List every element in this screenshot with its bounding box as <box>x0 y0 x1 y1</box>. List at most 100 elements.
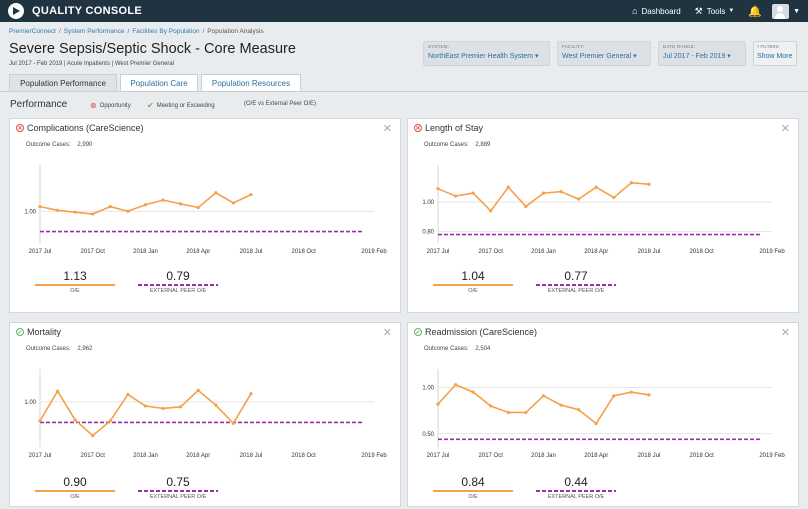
close-icon[interactable]: ✕ <box>382 123 392 135</box>
oe-label: O/E <box>468 288 478 294</box>
oe-data-point <box>179 202 183 206</box>
metric-panel: ✕ Complications (CareScience) ✕ Outcome … <box>9 118 401 313</box>
outcome-label: Outcome Cases: <box>26 346 71 352</box>
oe-metric: 0.90 O/E <box>35 475 115 500</box>
breadcrumb-item[interactable]: Facilities By Population <box>132 28 200 35</box>
x-tick-label: 2018 Apr <box>584 249 608 255</box>
x-tick-label: 2018 Jul <box>240 453 263 459</box>
facility-filter[interactable]: FACILITY: West Premier General ▾ <box>557 41 651 66</box>
tab-population-performance[interactable]: Population Performance <box>9 74 117 92</box>
outcome-label: Outcome Cases: <box>26 142 71 148</box>
tools-label: Tools <box>706 6 726 16</box>
show-more-filters-button[interactable]: ▿ FILTERS Show More <box>753 41 797 66</box>
check-circle-icon: ✓ <box>414 328 422 336</box>
panel-title[interactable]: Length of Stay <box>425 123 484 133</box>
oe-value: 0.90 <box>63 475 87 489</box>
y-tick-label: 0.50 <box>422 432 434 438</box>
oe-data-point <box>577 197 581 201</box>
tab-population-resources[interactable]: Population Resources <box>201 74 301 92</box>
x-tick-label: 2017 Oct <box>81 453 106 459</box>
oe-data-point <box>453 194 458 198</box>
oe-value: 1.13 <box>63 269 87 283</box>
trend-chart: 1.00 2017 Jul 2017 Oct 2018 Jan 2018 Apr 2018… <box>24 165 387 255</box>
panel-title[interactable]: Readmission (CareScience) <box>425 327 538 337</box>
oe-data-point <box>214 191 218 195</box>
opportunity-icon: ✕ <box>16 124 24 132</box>
close-icon[interactable]: ✕ <box>780 123 790 135</box>
oe-label: O/E <box>468 494 478 500</box>
oe-data-point <box>453 383 458 387</box>
tab-population-care[interactable]: Population Care <box>120 74 198 92</box>
system-filter[interactable]: SYSTEM: NorthEast Premier Health System … <box>423 41 550 66</box>
facility-filter-label: FACILITY: <box>562 44 585 49</box>
oe-data-point <box>126 392 130 397</box>
peer-metric: 0.75 EXTERNAL PEER O/E <box>138 475 218 500</box>
close-icon[interactable]: ✕ <box>780 327 790 339</box>
y-tick-label: 1.00 <box>422 386 434 392</box>
oe-data-point <box>559 403 563 407</box>
x-tick-label: 2019 Feb <box>759 453 785 459</box>
user-menu-chevron-icon[interactable]: ▼ <box>793 7 800 15</box>
close-icon[interactable]: ✕ <box>382 327 392 339</box>
breadcrumb-item[interactable]: System Performance <box>63 28 125 35</box>
dashboard-button[interactable]: ⌂ Dashboard <box>632 6 681 16</box>
oe-data-point <box>524 204 528 209</box>
logo-icon <box>8 3 24 19</box>
oe-legend-line <box>35 284 115 286</box>
legend-meeting-label: Meeting or Exceeding <box>156 102 215 109</box>
filter-icon: ▿ <box>757 44 760 49</box>
y-tick-label: 1.00 <box>24 209 36 215</box>
peer-value: 0.77 <box>564 269 588 283</box>
oe-data-point <box>214 403 218 407</box>
breadcrumb-item[interactable]: PremierConnect <box>9 28 56 35</box>
oe-data-point <box>126 209 130 213</box>
oe-data-point <box>612 394 616 398</box>
outcome-value: 2,990 <box>77 142 93 148</box>
panel-title[interactable]: Complications (CareScience) <box>27 123 144 133</box>
oe-data-point <box>161 406 165 411</box>
oe-metric: 1.04 O/E <box>433 269 513 294</box>
metric-panel: ✓ Mortality ✕ Outcome Cases: 2,962 1.00 2… <box>9 322 401 507</box>
oe-data-point <box>647 393 651 397</box>
dashboard-label: Dashboard <box>641 6 681 16</box>
performance-heading: Performance <box>10 99 68 110</box>
peer-legend-line <box>138 490 218 492</box>
oe-data-point <box>541 394 546 398</box>
panel-title[interactable]: Mortality <box>27 327 62 337</box>
oe-data-point <box>647 182 651 186</box>
y-tick-label: 1.00 <box>422 200 434 206</box>
bell-icon[interactable]: 🔔 <box>748 5 763 18</box>
outcome-value: 2,504 <box>475 346 491 352</box>
oe-data-point <box>489 404 493 408</box>
oe-data-point <box>249 193 253 197</box>
oe-data-point <box>436 402 440 406</box>
check-circle-icon: ✓ <box>16 328 24 336</box>
outcome-label: Outcome Cases: <box>424 346 469 352</box>
peer-label: EXTERNAL PEER O/E <box>547 494 605 500</box>
oe-data-point <box>231 421 235 425</box>
date-range-filter[interactable]: DATE RANGE: Jul 2017 - Feb 2019 ▾ <box>658 41 746 66</box>
oe-data-point <box>38 205 42 209</box>
x-tick-label: 2017 Jul <box>427 453 450 459</box>
oe-data-point <box>55 208 60 212</box>
oe-data-point <box>143 404 148 408</box>
legend-meeting: ✔ Meeting or Exceeding <box>147 101 215 110</box>
oe-value: 1.04 <box>461 269 485 283</box>
oe-data-point <box>541 191 546 195</box>
x-tick-label: 2019 Feb <box>759 249 785 255</box>
top-bar: QUALITY CONSOLE ⌂ Dashboard ⚒ Tools ▼ 🔔 … <box>0 0 808 22</box>
x-tick-label: 2018 Oct <box>690 249 715 255</box>
tools-button[interactable]: ⚒ Tools ▼ <box>695 6 735 17</box>
x-tick-label: 2019 Feb <box>361 453 387 459</box>
y-tick-label: 0.80 <box>422 230 434 236</box>
metric-panel: ✓ Readmission (CareScience) ✕ Outcome Ca… <box>407 322 799 507</box>
y-tick-label: 1.00 <box>24 400 36 406</box>
oe-data-point <box>196 205 200 210</box>
outcome-cases: Outcome Cases: 2,990 <box>26 142 92 148</box>
avatar[interactable] <box>772 3 790 19</box>
peer-metric: 0.44 EXTERNAL PEER O/E <box>536 475 616 500</box>
oe-data-point <box>73 418 77 422</box>
opportunity-icon: ⊗ <box>90 101 97 110</box>
oe-data-point <box>91 434 95 438</box>
peer-value: 0.44 <box>564 475 588 489</box>
